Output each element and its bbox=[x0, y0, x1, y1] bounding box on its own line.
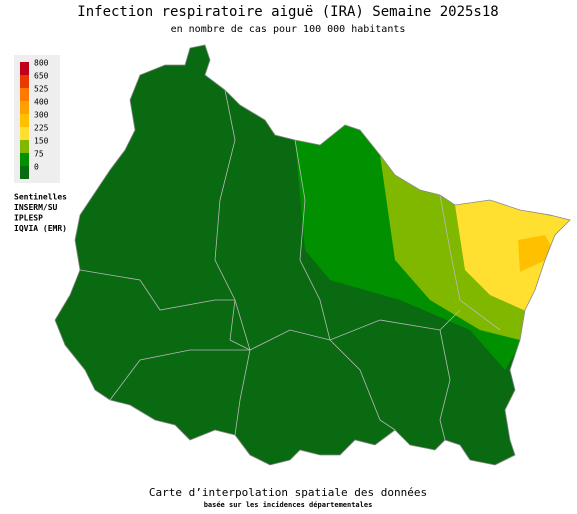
legend-swatch bbox=[20, 166, 29, 179]
map-area bbox=[55, 45, 570, 465]
footer-line1: Carte d’interpolation spatiale des donné… bbox=[149, 486, 427, 499]
source-label: IQVIA (EMR) bbox=[14, 224, 67, 233]
legend-label: 75 bbox=[34, 150, 44, 159]
legend-swatch bbox=[20, 62, 29, 75]
legend-label: 400 bbox=[34, 98, 49, 107]
legend-swatch bbox=[20, 101, 29, 114]
source-label: Sentinelles bbox=[14, 192, 67, 202]
zone-orange bbox=[518, 235, 556, 272]
department-border bbox=[234, 299, 251, 436]
legend-swatch bbox=[20, 153, 29, 166]
legend-swatch bbox=[20, 88, 29, 101]
department-border bbox=[214, 89, 251, 351]
legend-label: 150 bbox=[34, 137, 49, 146]
department-border bbox=[439, 329, 451, 441]
department-border bbox=[329, 339, 396, 431]
legend: 800 650 525 400 300 225 150 75 0 bbox=[20, 59, 49, 179]
source-label: INSERM/SU bbox=[14, 203, 58, 212]
subtitle: en nombre de cas pour 100 000 habitants bbox=[171, 24, 406, 35]
legend-label: 525 bbox=[34, 85, 49, 94]
legend-label: 225 bbox=[34, 124, 49, 133]
legend-swatch bbox=[20, 140, 29, 153]
legend-label: 0 bbox=[34, 163, 39, 172]
department-border bbox=[294, 139, 461, 341]
footer-line2: basée sur les incidences départementales bbox=[204, 501, 373, 509]
legend-label: 300 bbox=[34, 111, 49, 120]
legend-label: 650 bbox=[34, 72, 49, 81]
department-border bbox=[439, 194, 501, 331]
legend-label: 800 bbox=[34, 59, 49, 68]
legend-swatch bbox=[20, 114, 29, 127]
legend-swatch bbox=[20, 127, 29, 140]
legend-swatch bbox=[20, 75, 29, 88]
source-label: IPLESP bbox=[14, 214, 43, 223]
title: Infection respiratoire aiguë (IRA) Semai… bbox=[77, 4, 498, 20]
zone-yellow bbox=[455, 200, 570, 312]
department-border bbox=[79, 269, 235, 311]
department-border bbox=[109, 329, 331, 401]
